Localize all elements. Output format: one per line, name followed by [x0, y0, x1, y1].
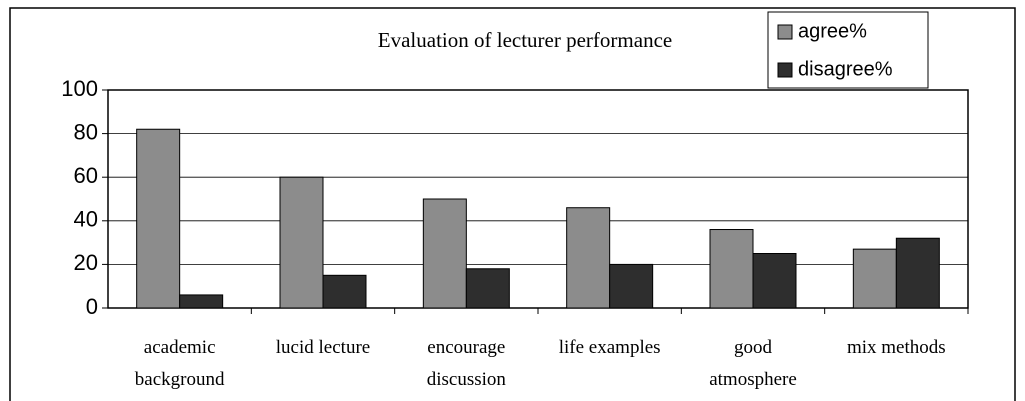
legend-label: agree% — [798, 20, 867, 42]
bar — [709, 229, 754, 309]
y-tick-label: 20 — [74, 250, 98, 275]
y-tick-label: 0 — [86, 294, 98, 319]
x-tick-label: good atmosphere — [709, 337, 797, 390]
legend-swatch — [777, 24, 793, 40]
legend-box — [767, 11, 929, 89]
bar — [279, 176, 324, 309]
chart-frame — [9, 7, 1016, 401]
y-tick-label: 60 — [74, 163, 98, 188]
x-tick-label: encourage discussion — [426, 337, 506, 390]
y-tick-label: 40 — [74, 207, 98, 232]
chart-title: Evaluation of lecturer performance — [378, 28, 672, 52]
bar — [422, 198, 467, 309]
y-tick-label: 100 — [61, 76, 98, 101]
x-tick-label: mix methods — [846, 337, 946, 358]
bar — [566, 207, 611, 309]
x-tick-label: lucid lecture — [275, 337, 371, 358]
y-tick-label: 80 — [74, 119, 98, 144]
x-tick-label: academic background — [134, 337, 225, 390]
legend-label: disagree% — [798, 58, 893, 80]
legend-swatch — [777, 62, 793, 78]
bar — [895, 237, 940, 309]
bar — [852, 248, 897, 309]
bar — [136, 128, 181, 309]
bar — [609, 263, 654, 309]
plot-area — [107, 89, 969, 309]
x-tick-label: life examples — [558, 337, 661, 358]
bar — [465, 268, 510, 309]
bar — [322, 274, 367, 309]
bar — [752, 253, 797, 309]
bar — [179, 294, 224, 309]
